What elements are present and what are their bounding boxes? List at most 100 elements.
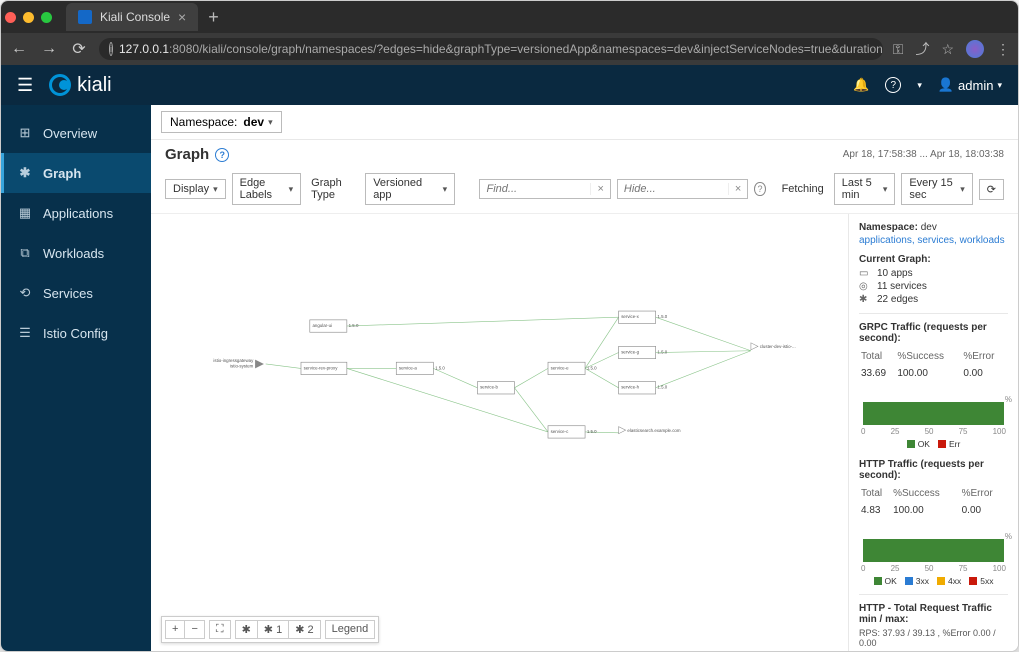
zoom-out-button[interactable]: − [185,621,203,638]
svg-text:1.5.0: 1.5.0 [657,314,667,319]
svg-text:cluster-dev-istio-...: cluster-dev-istio-... [760,344,796,349]
http-traffic-table: Total%Success%Error 4.83100.000.00 [859,484,1008,520]
hide-input[interactable] [618,180,728,198]
legend-button[interactable]: Legend [326,621,375,638]
svg-text:service-g: service-g [621,349,639,354]
forward-button[interactable]: → [39,40,59,58]
kiali-logo-mark [49,74,71,96]
sidebar-item-graph[interactable]: ✱Graph [1,153,151,193]
clear-find-icon[interactable]: × [590,183,609,195]
svg-text:istio-ingressgateway: istio-ingressgateway [213,358,254,363]
applications-icon: ▦ [17,205,33,221]
page-title: Graph ? [165,146,229,163]
url-input[interactable]: i 127.0.0.1:8080/kiali/console/graph/nam… [99,38,883,60]
grpc-title: GRPC Traffic (requests per second): [859,322,1008,344]
edge-labels-dropdown[interactable]: Edge Labels▾ [232,173,302,205]
profile-avatar[interactable] [966,40,984,58]
current-graph-title: Current Graph: [859,254,1008,265]
new-tab-button[interactable]: + [198,7,229,28]
refresh-interval-dropdown[interactable]: Every 15 sec▾ [901,173,972,205]
user-icon: 👤 [938,77,954,93]
svg-text:1.5.0: 1.5.0 [657,349,667,354]
svg-text:1.5.0: 1.5.0 [349,323,359,328]
svg-text:1.5.0: 1.5.0 [587,429,597,434]
svg-text:1.5.0: 1.5.0 [587,365,597,370]
workloads-icon: ⧉ [17,245,33,261]
summary-panel: Namespace: dev applications, services, w… [848,214,1018,652]
close-window-dot[interactable] [5,12,16,23]
svg-text:elasticsearch.example.com: elasticsearch.example.com [627,428,680,433]
grpc-axis: 0255075100 [859,427,1008,436]
svg-text:service-a: service-a [399,365,417,370]
total-traffic-sub: RPS: 37.93 / 39.13 , %Error 0.00 / 0.00 [859,628,1008,648]
close-tab-icon[interactable]: × [178,9,186,25]
bell-icon[interactable]: 🔔 [853,77,869,93]
display-dropdown[interactable]: Display▾ [165,179,226,199]
http-legend: OK3xx4xx5xx [859,576,1008,586]
svg-text:1.5.0: 1.5.0 [657,385,667,390]
browser-tab-bar: Kiali Console × + [1,1,1018,33]
http-bar-chart: % [859,526,1008,562]
services-icon: ⟲ [17,285,33,301]
sidebar-item-overview[interactable]: ⊞Overview [1,113,151,153]
browser-tab[interactable]: Kiali Console × [66,3,198,31]
reload-button[interactable]: ⟳ [69,39,89,59]
clear-hide-icon[interactable]: × [728,183,747,195]
graph-type-label: Graph Type [307,177,359,201]
find-help-icon[interactable]: ? [754,182,765,196]
istio-config-icon: ☰ [17,325,33,341]
grpc-traffic-table: Total%Success%Error 33.69100.000.00 [859,347,1008,383]
graph-toolbar: Display▾ Edge Labels▾ Graph Type Version… [151,169,1018,213]
svg-text:service-x: service-x [621,314,639,319]
help-icon[interactable]: ? [885,77,901,93]
graph-canvas[interactable]: istio-ingressgatewayistio-systemangular-… [151,214,848,652]
key-icon[interactable]: ⚿ [893,41,904,58]
service-graph-svg: istio-ingressgatewayistio-systemangular-… [151,214,848,585]
graph-icon: ✱ [17,165,33,181]
minimize-window-dot[interactable] [23,12,34,23]
svg-text:service-b: service-b [480,385,498,390]
window-controls [1,12,60,23]
namespace-selector[interactable]: Namespace: dev ▾ [161,111,282,133]
http-title: HTTP Traffic (requests per second): [859,459,1008,481]
svg-text:istio-system: istio-system [230,364,254,369]
duration-dropdown[interactable]: Last 5 min▾ [834,173,896,205]
stat-services: ◎11 services [859,281,1008,292]
app-header: ☰ kiali 🔔 ?▾ 👤 admin ▾ [1,65,1018,105]
user-menu[interactable]: 👤 admin ▾ [938,77,1002,93]
back-button[interactable]: ← [9,40,29,58]
tab-title: Kiali Console [100,10,170,24]
svg-text:1.5.0: 1.5.0 [435,365,445,370]
share-icon[interactable]: ⤴ [915,39,929,59]
sidebar-item-istio-config[interactable]: ☰Istio Config [1,313,151,353]
svg-text:service-rev-proxy: service-rev-proxy [304,365,339,370]
graph-type-dropdown[interactable]: Versioned app▾ [365,173,455,205]
star-icon[interactable]: ☆ [941,41,954,58]
menu-toggle-icon[interactable]: ☰ [17,75,33,96]
find-input[interactable] [480,180,590,198]
browser-menu-icon[interactable]: ⋮ [996,41,1010,58]
svg-text:service-c: service-c [551,429,569,434]
layout-1-button[interactable]: ✱ 1 [258,621,289,638]
hide-input-group: × [617,179,748,199]
layout-default-button[interactable]: ✱ [236,621,258,638]
fit-button[interactable]: ⛶ [210,621,230,638]
stat-edges: ✱22 edges [859,294,1008,305]
overview-icon: ⊞ [17,125,33,141]
site-info-icon[interactable]: i [109,42,113,56]
maximize-window-dot[interactable] [41,12,52,23]
sidebar: ⊞Overview ✱Graph ▦Applications ⧉Workload… [1,105,151,652]
stat-apps: ▭10 apps [859,268,1008,279]
sidebar-item-applications[interactable]: ▦Applications [1,193,151,233]
zoom-in-button[interactable]: + [166,621,185,638]
sidebar-item-services[interactable]: ⟲Services [1,273,151,313]
svg-text:service-h: service-h [621,385,639,390]
help-question-icon[interactable]: ? [215,148,229,162]
panel-links[interactable]: applications, services, workloads [859,235,1005,246]
refresh-button[interactable]: ⟳ [979,179,1004,200]
layout-2-button[interactable]: ✱ 2 [289,621,319,638]
find-input-group: × [479,179,610,199]
kiali-logo[interactable]: kiali [49,74,111,97]
url-host: 127.0.0.1 [119,42,169,56]
sidebar-item-workloads[interactable]: ⧉Workloads [1,233,151,273]
